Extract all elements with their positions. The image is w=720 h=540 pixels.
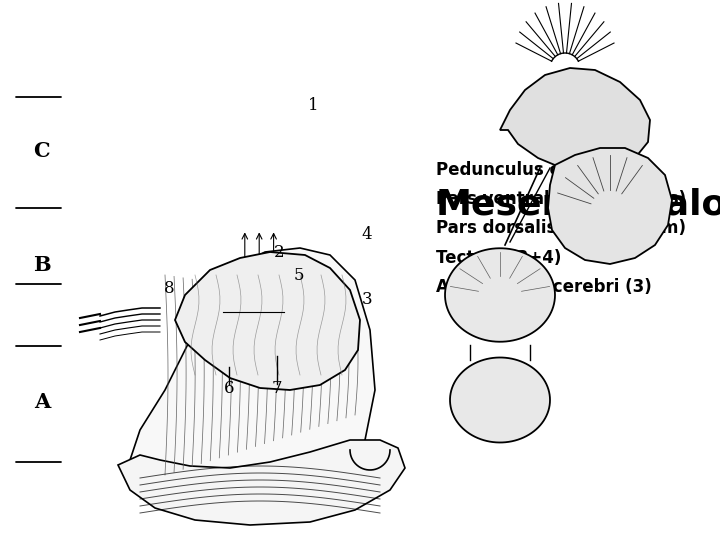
Text: A: A [34,392,50,413]
Text: B: B [33,254,50,275]
Text: 4: 4 [362,226,372,244]
Text: 2: 2 [274,244,284,261]
Text: Mesencephalon: Mesencephalon [436,188,720,222]
Text: C: C [33,141,50,161]
Text: 6: 6 [224,380,234,397]
Polygon shape [500,68,650,172]
Text: Aqueductus cerebri (3): Aqueductus cerebri (3) [436,278,652,296]
Text: 7: 7 [272,380,282,397]
Polygon shape [118,440,405,525]
Text: 8: 8 [164,280,174,298]
Text: Pedunculus cerebri (8): Pedunculus cerebri (8) [436,161,648,179]
Text: Pars ventralis (basis, crus): Pars ventralis (basis, crus) [436,190,685,208]
Text: 5: 5 [294,267,304,284]
Text: Pars dorsalis (tegmentum): Pars dorsalis (tegmentum) [436,219,685,238]
Polygon shape [130,248,375,495]
Polygon shape [175,252,360,390]
Polygon shape [450,357,550,442]
Polygon shape [445,248,555,342]
Text: 1: 1 [308,97,318,114]
Text: Tectum (3+4): Tectum (3+4) [436,248,561,267]
Text: 3: 3 [362,291,372,308]
Polygon shape [548,148,672,264]
